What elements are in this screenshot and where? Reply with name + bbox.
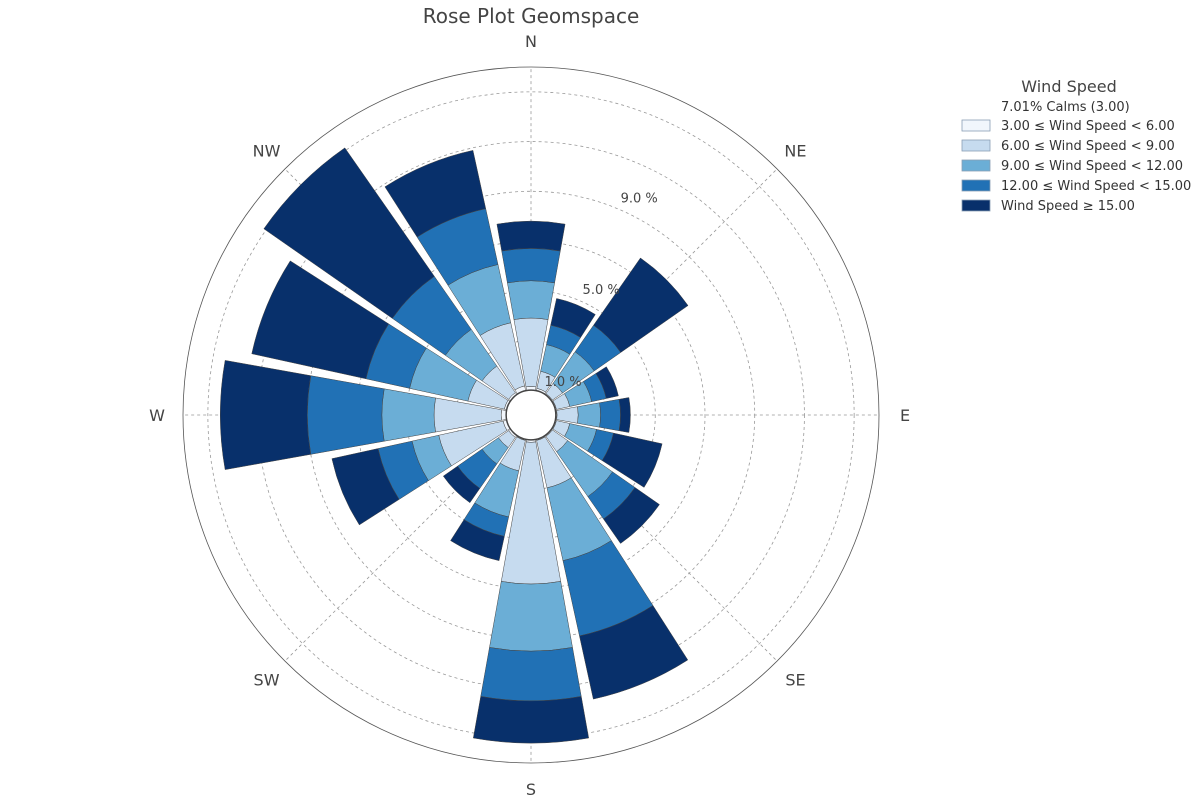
bar-NNE-bin-4 [550, 298, 596, 338]
legend-swatch-0 [961, 119, 991, 132]
bar-N-bin-4 [496, 220, 566, 252]
bar-E-bin-1 [556, 406, 579, 424]
bar-SW-bin-4 [442, 465, 481, 504]
grid-ring-6 [207, 91, 855, 739]
radial-tick-label: 1.0 % [545, 375, 582, 390]
legend-entry-label: 6.00 ≤ Wind Speed < 9.00 [1001, 139, 1175, 154]
bar-WNW-bin-4 [251, 260, 389, 380]
bar-E-bin-4 [618, 397, 631, 433]
axis-labels: N NE E SE S SW W NW 1.0 % 5.0 % 9.0 % [149, 32, 910, 799]
legend-entry-label: 3.00 ≤ Wind Speed < 6.00 [1001, 119, 1175, 134]
legend-swatch-3 [961, 179, 991, 192]
legend-swatch-1 [961, 139, 991, 152]
direction-label-ne: NE [784, 142, 806, 161]
bar-S-bin-4 [473, 696, 589, 744]
direction-label-nw: NW [253, 142, 281, 161]
bar-W-bin-4 [220, 360, 312, 470]
legend-calm-label: 7.01% Calms (3.00) [1001, 100, 1130, 115]
direction-label-n: N [525, 32, 537, 51]
legend-title: Wind Speed [1021, 77, 1116, 96]
legend-entry-label: 9.00 ≤ Wind Speed < 12.00 [1001, 159, 1183, 174]
bar-WSW-bin-4 [331, 448, 400, 526]
bar-SSW-bin-4 [450, 519, 505, 561]
bar-ESE-bin-4 [601, 432, 663, 488]
legend-swatch-4 [961, 199, 991, 212]
bar-S-bin-2 [489, 581, 573, 652]
bar-N-bin-3 [501, 248, 561, 284]
bar-NNW-bin-4 [384, 150, 487, 238]
direction-label-e: E [900, 406, 910, 425]
bar-SE-bin-4 [603, 487, 660, 544]
radial-tick-label: 9.0 % [621, 191, 658, 206]
calm-circle [505, 389, 557, 441]
direction-label-s: S [526, 780, 536, 799]
bar-N-bin-2 [507, 280, 555, 320]
bar-W-bin-3 [307, 375, 385, 455]
bar-NW-bin-4 [263, 147, 435, 319]
direction-label-sw: SW [254, 670, 280, 689]
bar-S-bin-3 [480, 647, 582, 702]
legend-entry-label: Wind Speed ≥ 15.00 [1001, 199, 1135, 214]
chart-title: Rose Plot Geomspace [423, 4, 640, 28]
bar-E-bin-3 [599, 398, 621, 432]
bar-SSE-bin-4 [579, 605, 689, 700]
bar-ENE-bin-4 [595, 366, 619, 399]
legend-swatch-2 [961, 159, 991, 172]
radial-tick-label: 5.0 % [583, 283, 620, 298]
bar-NE-bin-4 [593, 257, 689, 353]
bar-W-bin-2 [381, 388, 436, 442]
direction-label-se: SE [785, 670, 805, 689]
direction-label-w: W [149, 406, 165, 425]
legend-entry-label: 12.00 ≤ Wind Speed < 15.00 [1001, 179, 1191, 194]
outer-ring [182, 66, 880, 764]
legend: Wind Speed 7.01% Calms (3.00) 3.00 ≤ Win… [961, 77, 1191, 214]
rose-bars [220, 147, 689, 744]
bar-E-bin-2 [577, 402, 601, 428]
